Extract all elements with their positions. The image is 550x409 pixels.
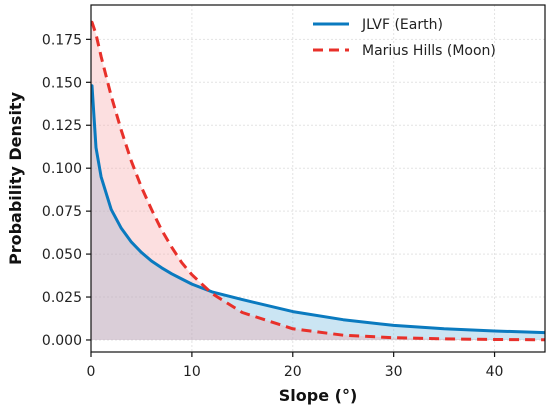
y-tick-label: 0.000 <box>42 333 82 349</box>
line-layer <box>90 20 546 342</box>
plot-frame <box>90 4 546 353</box>
y-tick-label: 0.050 <box>42 247 82 263</box>
y-tick-label: 0.100 <box>42 161 82 177</box>
fill-layer <box>91 22 545 340</box>
legend: JLVF (Earth) Marius Hills (Moon) <box>313 17 496 59</box>
y-tick-label: 0.125 <box>42 118 82 134</box>
y-tick-label: 0.025 <box>42 290 82 306</box>
x-tick-label: 40 <box>486 364 504 380</box>
x-axis-label: Slope (°) <box>279 386 358 405</box>
y-tick-label: 0.150 <box>42 75 82 91</box>
legend-label-marius-hills: Marius Hills (Moon) <box>362 43 496 59</box>
x-tick-label: 20 <box>284 364 302 380</box>
y-tick-label: 0.075 <box>42 204 82 220</box>
y-axis-label: Probability Density <box>6 91 25 265</box>
series-fill-marius-hills <box>91 22 545 340</box>
legend-label-jlvf: JLVF (Earth) <box>361 17 443 33</box>
tick-layer: 0 10 20 30 40 0.000 0.025 0.050 0.075 0.100 0.125 0… <box>42 32 504 380</box>
series-line-jlvf <box>90 84 546 335</box>
x-tick-label: 30 <box>385 364 403 380</box>
x-tick-label: 10 <box>183 364 201 380</box>
series-fill-jlvf <box>91 85 545 340</box>
x-tick-label: 0 <box>87 364 96 380</box>
series-line-marius-hills <box>90 20 546 342</box>
y-tick-label: 0.175 <box>42 32 82 48</box>
